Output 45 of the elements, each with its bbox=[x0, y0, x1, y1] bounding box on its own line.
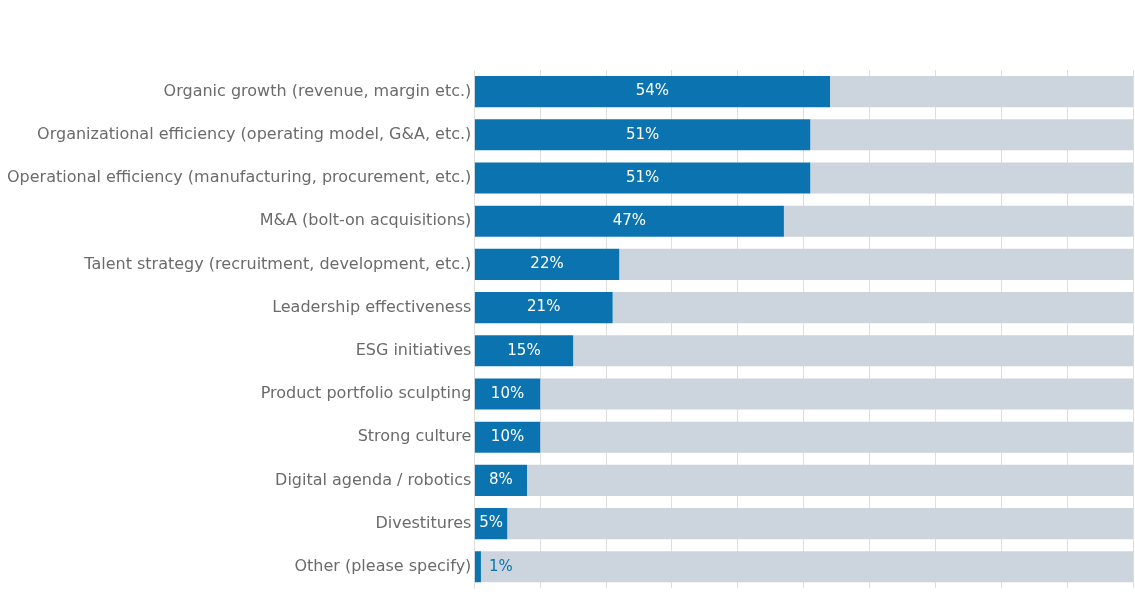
bar bbox=[810, 162, 1133, 194]
bar bbox=[527, 464, 1133, 496]
data-label: 51% bbox=[625, 167, 660, 186]
bar bbox=[612, 292, 1133, 324]
bar bbox=[540, 378, 1133, 410]
data-label: 10% bbox=[490, 383, 525, 402]
y-tick-label: Other (please specify) bbox=[294, 555, 472, 575]
bar bbox=[783, 205, 1133, 237]
bar bbox=[573, 335, 1133, 367]
bar bbox=[474, 292, 613, 324]
bar bbox=[540, 421, 1133, 453]
data-label: 5% bbox=[479, 513, 503, 532]
data-label: 21% bbox=[527, 297, 561, 316]
data-label: 22% bbox=[530, 254, 564, 273]
bar bbox=[810, 119, 1133, 151]
bar bbox=[474, 248, 620, 280]
y-tick-label: Digital agenda / robotics bbox=[275, 469, 472, 489]
y-tick-label: Talent strategy (recruitment, development, etc.) bbox=[83, 253, 472, 273]
y-tick-label: M&A (bolt-on acquisitions) bbox=[259, 210, 472, 230]
y-tick-label: ESG initiatives bbox=[355, 339, 472, 359]
bar bbox=[474, 335, 574, 367]
y-tick-label: Organic growth (revenue, margin etc.) bbox=[163, 80, 472, 100]
data-label: 54% bbox=[635, 81, 670, 100]
y-tick-label: Organizational efficiency (operating model, G&A, etc.) bbox=[37, 123, 472, 143]
bar bbox=[474, 162, 811, 194]
y-tick-label: Leadership effectiveness bbox=[272, 296, 472, 316]
bar bbox=[619, 248, 1133, 280]
bar bbox=[474, 205, 784, 237]
data-label: 51% bbox=[625, 124, 660, 143]
data-label: 8% bbox=[489, 470, 513, 489]
bar bbox=[474, 378, 541, 410]
bar bbox=[474, 551, 481, 583]
data-label: 47% bbox=[612, 211, 647, 230]
data-label: 15% bbox=[507, 340, 541, 359]
bar bbox=[830, 76, 1133, 108]
data-label: 10% bbox=[490, 427, 525, 446]
data-label: 1% bbox=[488, 556, 513, 575]
bar bbox=[480, 551, 1133, 583]
y-tick-label: Operational efficiency (manufacturing, procurement, etc.) bbox=[7, 167, 472, 187]
y-tick-label: Divestitures bbox=[375, 512, 472, 532]
y-tick-label: Strong culture bbox=[357, 426, 472, 446]
y-tick-label: Product portfolio sculpting bbox=[260, 383, 472, 403]
bar bbox=[507, 508, 1133, 540]
bar bbox=[474, 119, 811, 151]
bar bbox=[474, 76, 831, 108]
